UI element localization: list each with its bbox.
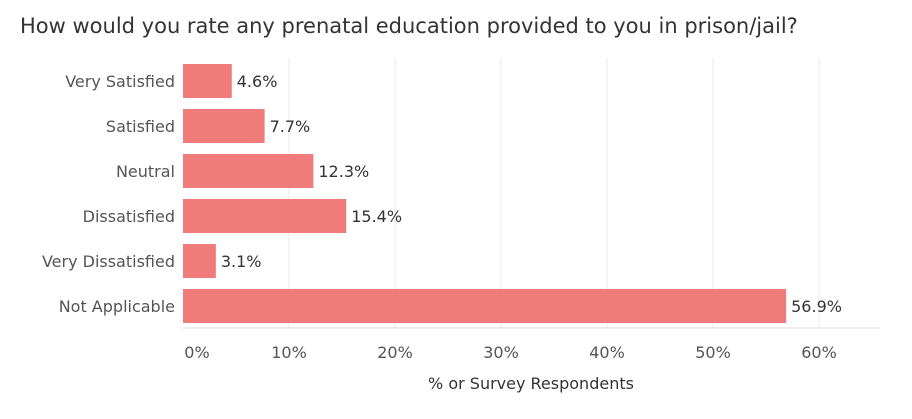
bar [183,244,216,278]
data-label: 15.4% [351,207,402,226]
bar [183,109,265,143]
x-tick-label: 60% [801,343,837,362]
bar [183,199,347,233]
bar [183,64,232,98]
x-tick-labels: 0% 10% 20% 30% 40% 50% 60% [184,343,836,362]
bar [183,289,787,323]
data-label: 7.7% [270,117,311,136]
category-label: Dissatisfied [83,207,175,226]
x-tick-label: 10% [271,343,307,362]
chart-title: How would you rate any prenatal educatio… [20,14,798,38]
category-label: Satisfied [106,117,175,136]
data-label: 56.9% [791,297,842,316]
category-labels: Very Satisfied Satisfied Neutral Dissatisfi… [42,72,175,316]
category-label: Neutral [116,162,175,181]
data-label: 12.3% [318,162,369,181]
x-axis-title: % or Survey Respondents [428,374,634,393]
bar [183,154,314,188]
data-labels: 4.6% 7.7% 12.3% 15.4% 3.1% 56.9% [221,72,842,316]
gridlines [288,58,820,328]
x-tick-label: 40% [589,343,625,362]
category-label: Very Dissatisfied [42,252,175,271]
x-tick-label: 20% [377,343,413,362]
x-tick-label: 30% [483,343,519,362]
data-label: 3.1% [221,252,262,271]
bars [183,64,787,323]
x-tick-label: 50% [695,343,731,362]
category-label: Not Applicable [59,297,175,316]
category-label: Very Satisfied [65,72,175,91]
data-label: 4.6% [237,72,278,91]
x-tick-label: 0% [184,343,209,362]
